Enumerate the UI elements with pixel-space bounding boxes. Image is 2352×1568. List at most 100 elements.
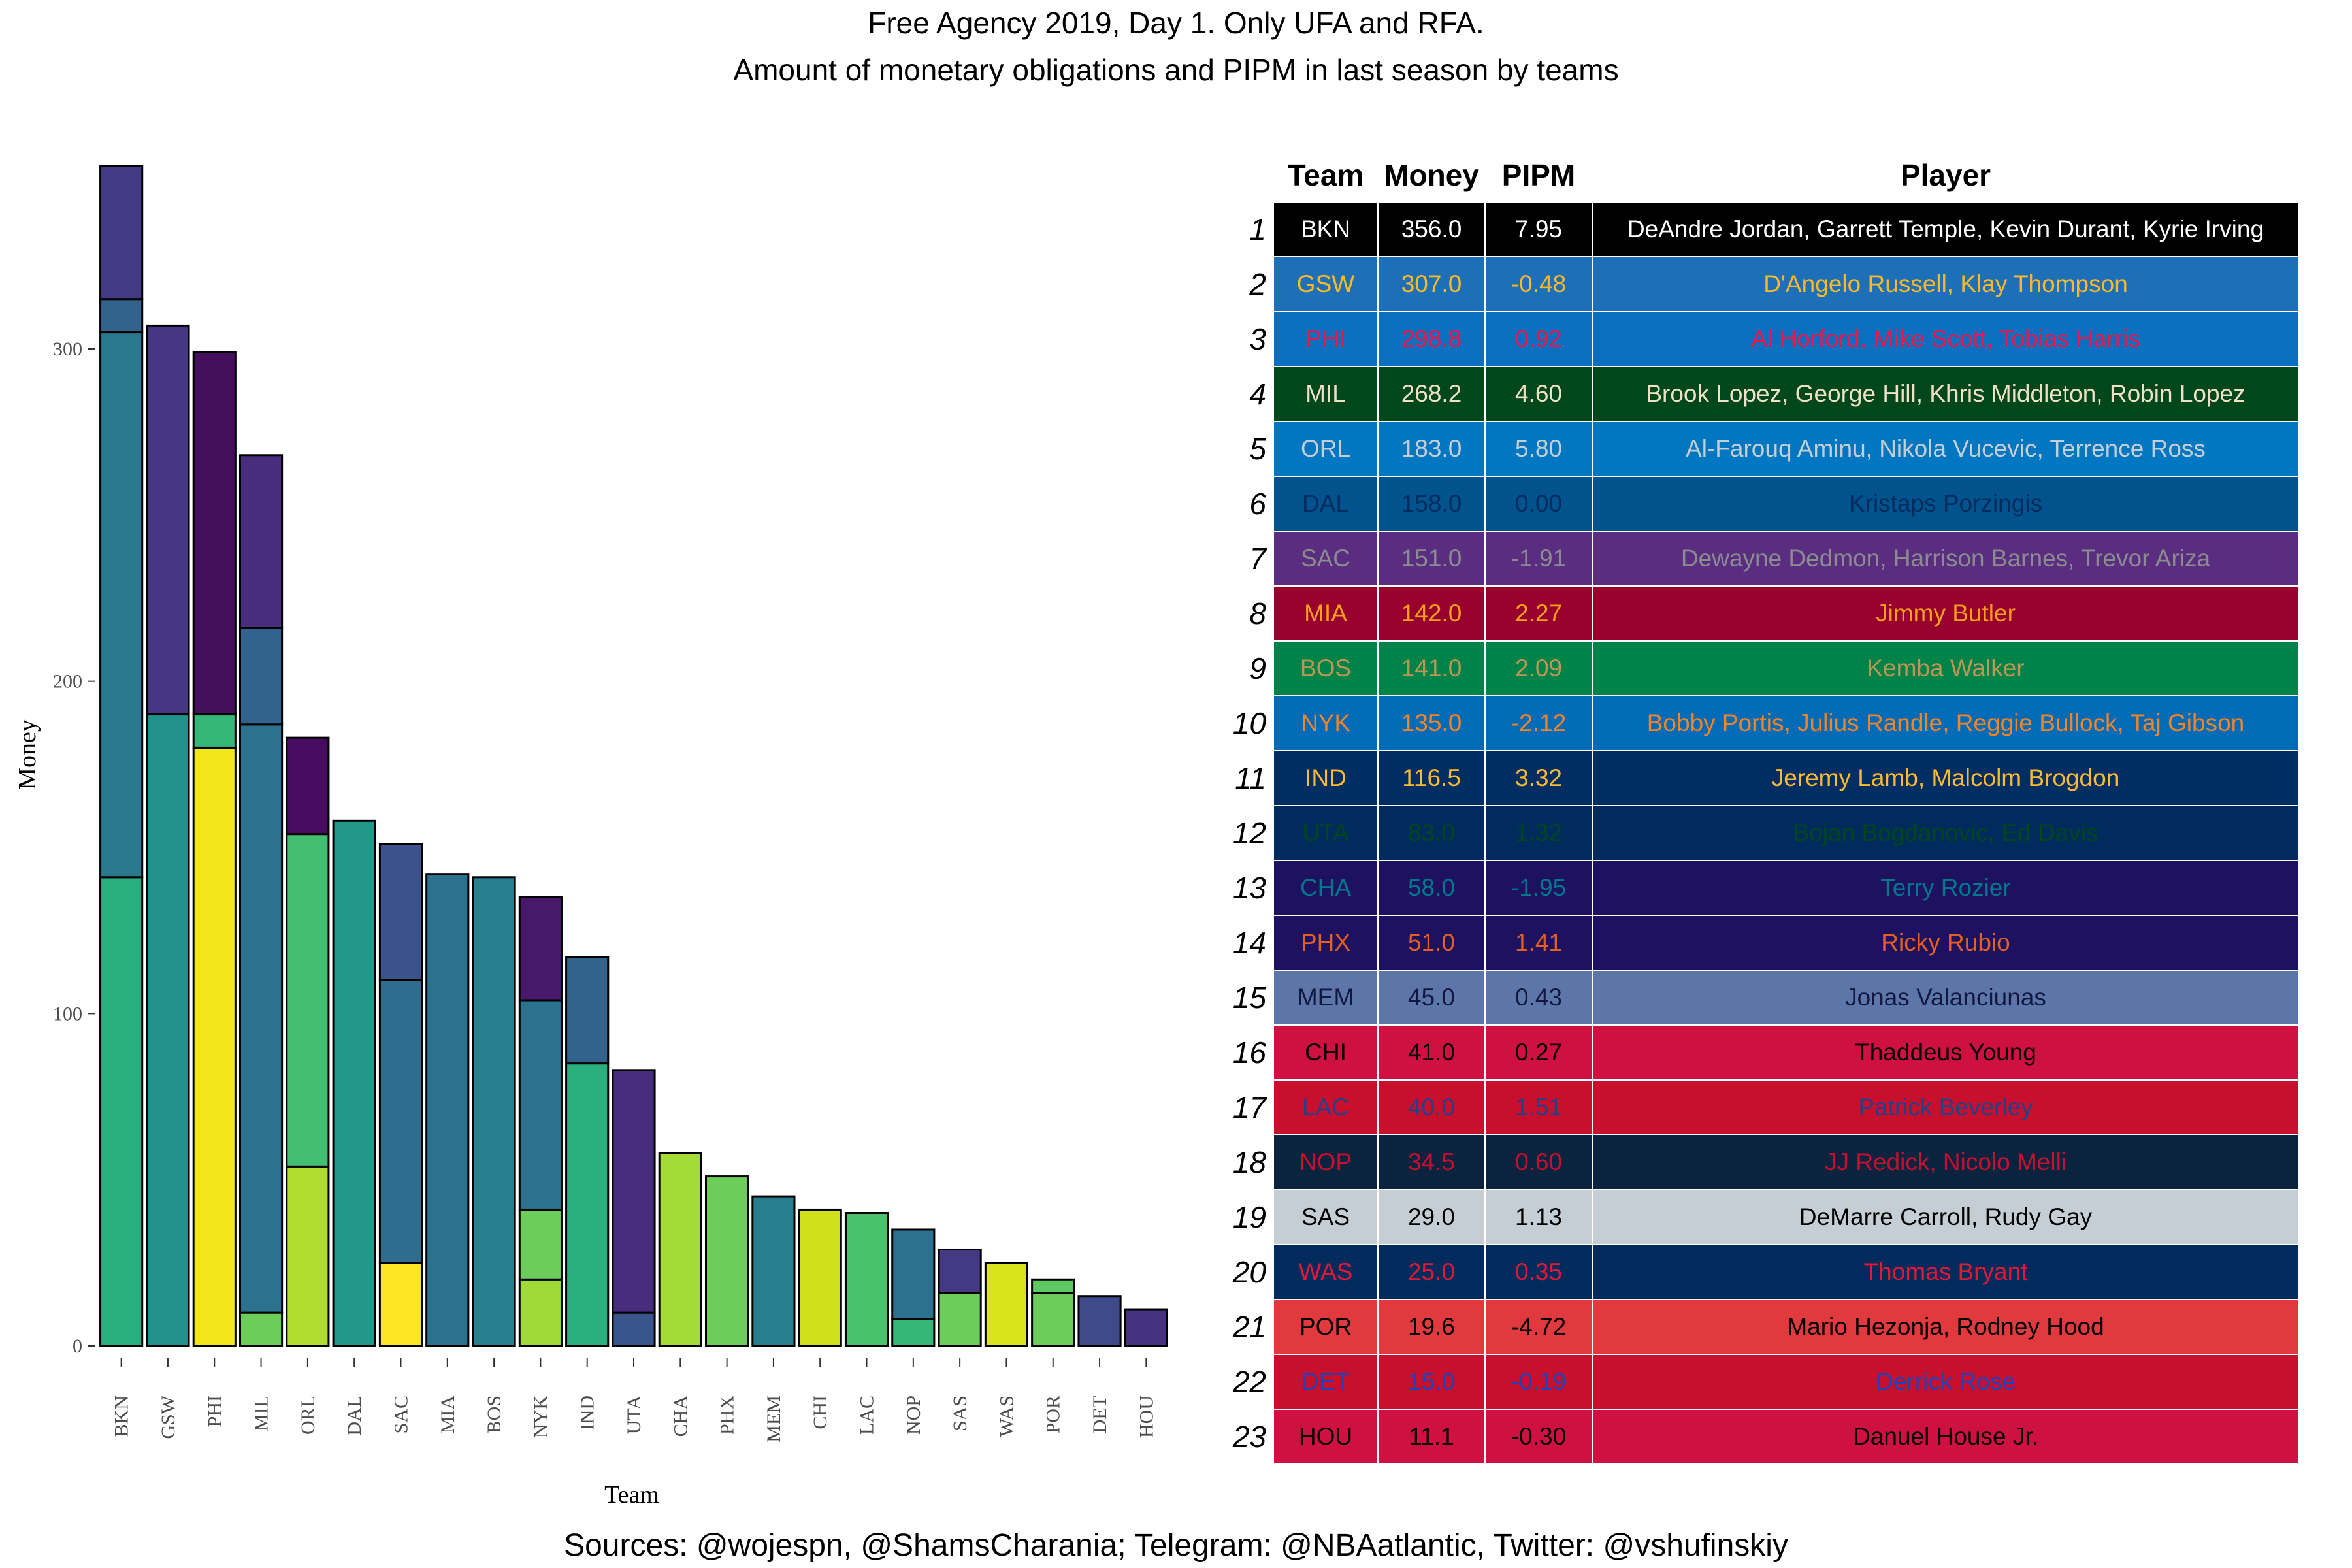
rank-cell: 11 — [1228, 751, 1273, 806]
bar-segment-orl-3 — [286, 736, 330, 836]
table-row: 14 PHX 51.0 1.41 Ricky Rubio — [1228, 915, 2300, 971]
rank-cell: 18 — [1228, 1135, 1273, 1190]
pipm-cell: -1.95 — [1484, 860, 1593, 916]
table-row: 5 ORL 183.0 5.80 Al-Farouq Aminu, Nikola Vuc… — [1228, 421, 2300, 477]
table-row: 8 MIA 142.0 2.27 Jimmy Butler — [1228, 585, 2300, 642]
x-tick-label-orl: ORL — [297, 1396, 319, 1435]
team-cell: BKN — [1273, 201, 1379, 257]
rank-header — [1228, 149, 1273, 202]
bar-segment-sas-1 — [938, 1292, 982, 1347]
team-cell: SAC — [1273, 531, 1379, 587]
money-cell: 142.0 — [1377, 585, 1486, 642]
bar-segment-bkn-2 — [99, 331, 144, 879]
bar-segment-mia-1 — [425, 873, 470, 1347]
rank-cell: 8 — [1228, 586, 1273, 641]
bar-segment-phi-3 — [192, 351, 237, 716]
player-cell: DeAndre Jordan, Garrett Temple, Kevin Du… — [1592, 201, 2300, 257]
header-money: Money — [1378, 149, 1485, 202]
table-row: 10 NYK 135.0 -2.12 Bobby Portis, Julius Rand… — [1228, 695, 2300, 751]
money-cell: 34.5 — [1377, 1134, 1486, 1190]
x-tick-label-mem: MEM — [763, 1396, 785, 1443]
money-cell: 83.0 — [1377, 805, 1486, 861]
rank-cell: 23 — [1228, 1409, 1273, 1464]
pipm-cell: 7.95 — [1484, 201, 1593, 257]
pipm-cell: 4.60 — [1484, 366, 1593, 422]
pipm-cell: -4.72 — [1484, 1299, 1593, 1355]
bar-segment-uta-2 — [612, 1069, 656, 1314]
table-row: 7 SAC 151.0 -1.91 Dewayne Dedmon, Harrison B… — [1228, 531, 2300, 587]
player-cell: Kemba Walker — [1592, 640, 2300, 696]
x-tick-label-phx: PHX — [717, 1396, 738, 1435]
player-cell: Thaddeus Young — [1592, 1024, 2300, 1081]
bar-segment-bkn-4 — [99, 165, 144, 301]
bar-segment-ind-1 — [565, 1062, 610, 1347]
player-cell: Terry Rozier — [1592, 860, 2300, 916]
team-cell: CHI — [1273, 1024, 1379, 1081]
rank-cell: 6 — [1228, 476, 1273, 531]
player-cell: JJ Redick, Nicolo Melli — [1592, 1134, 2300, 1190]
rank-cell: 10 — [1228, 696, 1273, 751]
x-tick-label-dal: DAL — [344, 1396, 365, 1436]
bar-segment-mil-2 — [238, 723, 284, 1314]
x-tick-label-nop: NOP — [903, 1396, 924, 1435]
team-cell: SAS — [1273, 1189, 1379, 1245]
team-cell: HOU — [1273, 1409, 1379, 1465]
player-cell: Al-Farouq Aminu, Nikola Vucevic, Terrenc… — [1592, 421, 2300, 477]
table-row: 15 MEM 45.0 0.43 Jonas Valanciunas — [1228, 970, 2300, 1026]
bar-segment-dal-1 — [332, 819, 376, 1347]
money-cell: 298.8 — [1377, 311, 1486, 367]
bar-segment-lac-1 — [844, 1212, 889, 1347]
table-body: 1 BKN 356.0 7.95 DeAndre Jordan, Garrett Tem… — [1228, 201, 2300, 1465]
pipm-cell: -1.91 — [1484, 531, 1593, 587]
team-cell: DAL — [1273, 476, 1379, 532]
pipm-cell: 0.92 — [1484, 311, 1593, 367]
pipm-cell: 0.43 — [1484, 970, 1593, 1026]
team-cell: PHI — [1273, 311, 1379, 367]
pipm-cell: 2.27 — [1484, 585, 1593, 642]
bar-segment-phi-1 — [192, 746, 237, 1347]
bar-chart: 0 100 200 300 BKN GSW PHI MIL ORL DAL SAC MIA BOS NY… — [14, 165, 1168, 1509]
x-tick-label-lac: LAC — [857, 1396, 878, 1435]
team-cell: UTA — [1273, 805, 1379, 861]
bar-segment-nyk-4 — [518, 896, 563, 1002]
table-row: 2 GSW 307.0 -0.48 D'Angelo Russell, Klay Tho… — [1228, 256, 2300, 312]
pipm-cell: 1.32 — [1484, 805, 1593, 861]
player-cell: Jonas Valanciunas — [1592, 970, 2300, 1026]
bars-group — [99, 165, 1168, 1347]
bar-segment-hou-1 — [1124, 1308, 1168, 1347]
money-cell: 141.0 — [1377, 640, 1486, 696]
team-table: Team Money PIPM Player 1 BKN 356.0 7.95 DeAn… — [1228, 149, 2334, 1465]
bar-segment-was-1 — [984, 1262, 1029, 1347]
money-cell: 58.0 — [1377, 860, 1486, 916]
money-cell: 25.0 — [1377, 1244, 1486, 1300]
table-header-row: Team Money PIPM Player — [1228, 149, 2299, 202]
money-cell: 45.0 — [1377, 970, 1486, 1026]
money-cell: 151.0 — [1377, 531, 1486, 587]
bar-segment-por-1 — [1031, 1292, 1075, 1347]
team-cell: POR — [1273, 1299, 1379, 1355]
team-cell: IND — [1273, 750, 1379, 806]
money-cell: 307.0 — [1377, 256, 1486, 312]
pipm-cell: 0.60 — [1484, 1134, 1593, 1190]
pipm-cell: -0.19 — [1484, 1354, 1593, 1410]
bar-segment-bkn-1 — [99, 876, 144, 1347]
money-cell: 15.0 — [1377, 1354, 1486, 1410]
chart-title-line-2: Amount of monetary obligations and PIPM … — [733, 53, 1619, 87]
money-cell: 135.0 — [1377, 695, 1486, 751]
x-tick-label-bkn: BKN — [111, 1396, 133, 1437]
pipm-cell: -2.12 — [1484, 695, 1593, 751]
bar-segment-mil-4 — [238, 454, 284, 629]
y-tick-label: 100 — [53, 1003, 82, 1024]
rank-cell: 12 — [1228, 806, 1273, 860]
player-cell: Bobby Portis, Julius Randle, Reggie Bull… — [1592, 695, 2300, 751]
x-tick-label-por: POR — [1043, 1396, 1064, 1433]
team-cell: MEM — [1273, 970, 1379, 1026]
player-cell: Bojan Bogdanovic, Ed Davis — [1592, 805, 2300, 861]
player-cell: Jimmy Butler — [1592, 585, 2300, 642]
team-cell: MIL — [1273, 366, 1379, 422]
table-row: 22 DET 15.0 -0.19 Derrick Rose — [1228, 1354, 2300, 1410]
bar-segment-bkn-3 — [99, 298, 144, 334]
player-cell: Derrick Rose — [1592, 1354, 2300, 1410]
x-axis-title: Team — [604, 1481, 659, 1509]
bar-segment-orl-1 — [286, 1165, 330, 1347]
